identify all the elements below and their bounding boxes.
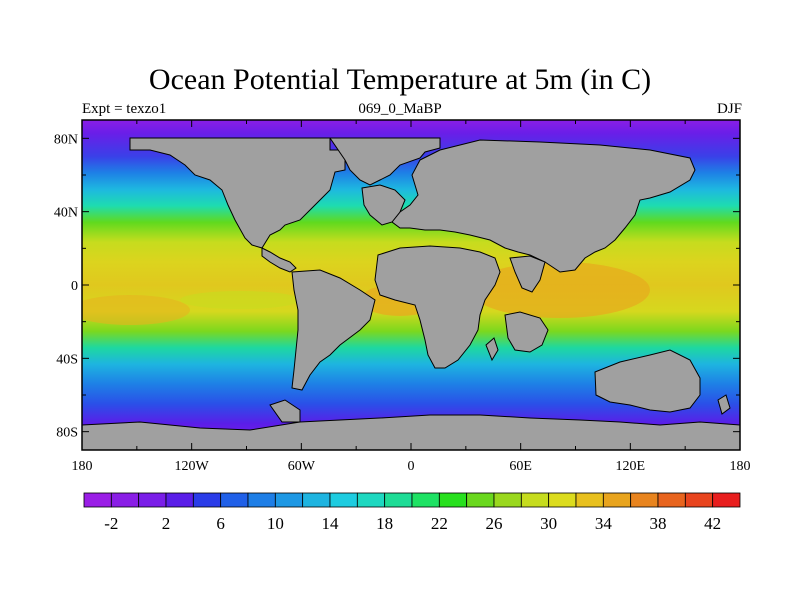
colorbar-label: 6 [216, 514, 225, 533]
colorbar-swatch [438, 492, 468, 508]
land-australia [594, 349, 701, 413]
land-africa [374, 245, 501, 369]
y-tick-label: 40S [56, 352, 78, 367]
experiment-label: Expt = texzo1 [82, 101, 167, 117]
colorbar-swatch [602, 492, 632, 508]
colorbar-swatch [138, 492, 167, 508]
cold-tongue-pacific [180, 291, 300, 309]
time-label: 069_0_MaBP [358, 101, 442, 117]
season-label: DJF [716, 101, 742, 117]
land-north-america [129, 137, 346, 249]
colorbar-label: 34 [595, 514, 613, 533]
colorbar-swatch [630, 492, 659, 508]
colorbar-swatch [247, 492, 276, 508]
colorbar-label: 18 [376, 514, 393, 533]
map-title: Ocean Potential Temperature at 5m (in C) [148, 63, 652, 96]
colorbar-label: 22 [431, 514, 448, 533]
warm-pool-indo-pacific [470, 262, 650, 318]
land-new-zealand [717, 394, 731, 415]
warm-pool-east-pacific [82, 295, 190, 325]
colorbar-label: -2 [104, 514, 118, 533]
land-masses [82, 137, 740, 450]
x-tick-label: 120W [175, 459, 210, 474]
y-tick-label: 80S [56, 426, 78, 441]
colorbar-swatch [302, 492, 331, 508]
x-tick-label: 60E [509, 459, 532, 474]
colorbar-swatch [712, 492, 741, 508]
land-europe [361, 184, 406, 226]
land-antarctic-peninsula [269, 399, 301, 423]
land-maritime-continent [504, 311, 549, 353]
land-antarctica [82, 414, 740, 450]
colorbar-swatch [466, 492, 495, 508]
colorbar-swatch [274, 492, 304, 508]
colorbar-swatch [575, 492, 604, 508]
colorbar-swatch [384, 492, 413, 508]
x-tick-label: 180 [72, 459, 93, 474]
x-tick-label: 120E [616, 459, 646, 474]
colorbar-label: 38 [650, 514, 667, 533]
y-tick-label: 0 [71, 279, 78, 294]
land-india [509, 255, 546, 293]
x-tick-label: 180 [730, 459, 751, 474]
colorbar-swatch [411, 492, 440, 508]
colorbar-swatch [356, 492, 386, 508]
land-madagascar [485, 337, 499, 362]
x-tick-label: 60W [288, 459, 316, 474]
colorbar-swatch [493, 492, 522, 508]
y-tick-label: 80N [54, 132, 78, 147]
colorbar-label: 30 [540, 514, 557, 533]
colorbar: -2 2 6 10 14 18 22 26 30 34 38 42 [83, 492, 741, 533]
colorbar-swatch [329, 492, 358, 508]
land-central-america [261, 247, 297, 273]
colorbar-swatch [110, 492, 140, 508]
land-south-america [291, 269, 376, 391]
colorbar-label: 14 [322, 514, 340, 533]
colorbar-label: 2 [162, 514, 171, 533]
y-tick-label: 40N [54, 206, 78, 221]
colorbar-swatch [520, 492, 550, 508]
land-greenland [329, 137, 441, 186]
colorbar-swatch [192, 492, 222, 508]
x-tick-label: 0 [408, 459, 415, 474]
colorbar-label: 10 [267, 514, 284, 533]
colorbar-swatch [83, 492, 112, 508]
colorbar-swatch [548, 492, 577, 508]
colorbar-swatch [657, 492, 686, 508]
colorbar-label: 26 [486, 514, 503, 533]
colorbar-swatch [684, 492, 714, 508]
colorbar-swatch [220, 492, 249, 508]
axis-ticks: 180 120W 60W 0 60E 120E 180 80N 40N 0 40S 80S [54, 120, 751, 474]
colorbar-swatch [165, 492, 194, 508]
land-eurasia [391, 139, 696, 273]
colorbar-label: 42 [704, 514, 721, 533]
